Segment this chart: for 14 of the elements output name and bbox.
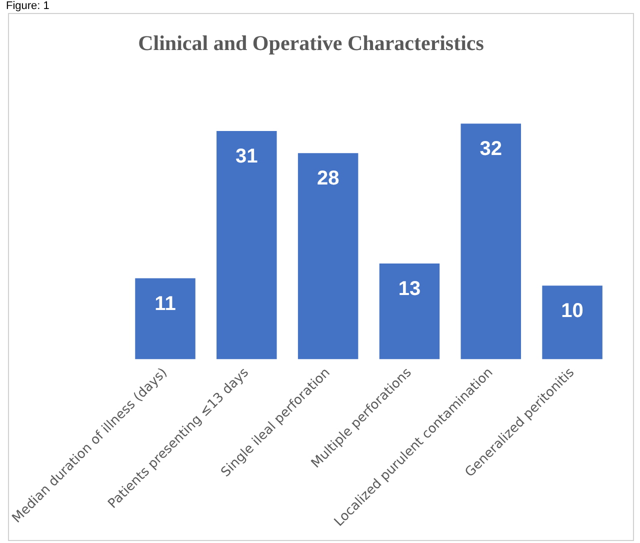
- chart-title: Clinical and Operative Characteristics: [138, 31, 484, 56]
- data-label: 32: [480, 138, 502, 160]
- bar: [542, 286, 602, 360]
- bar: [460, 124, 522, 360]
- data-label: 28: [316, 168, 340, 190]
- bar: [216, 131, 277, 360]
- bar: [379, 264, 440, 360]
- bar: [135, 278, 196, 360]
- data-label: 10: [561, 300, 584, 322]
- data-label: 31: [236, 146, 258, 168]
- data-label: 13: [398, 278, 421, 300]
- text: Figure: 1: [6, 0, 50, 12]
- bar: [298, 153, 358, 360]
- data-label: 11: [154, 292, 176, 315]
